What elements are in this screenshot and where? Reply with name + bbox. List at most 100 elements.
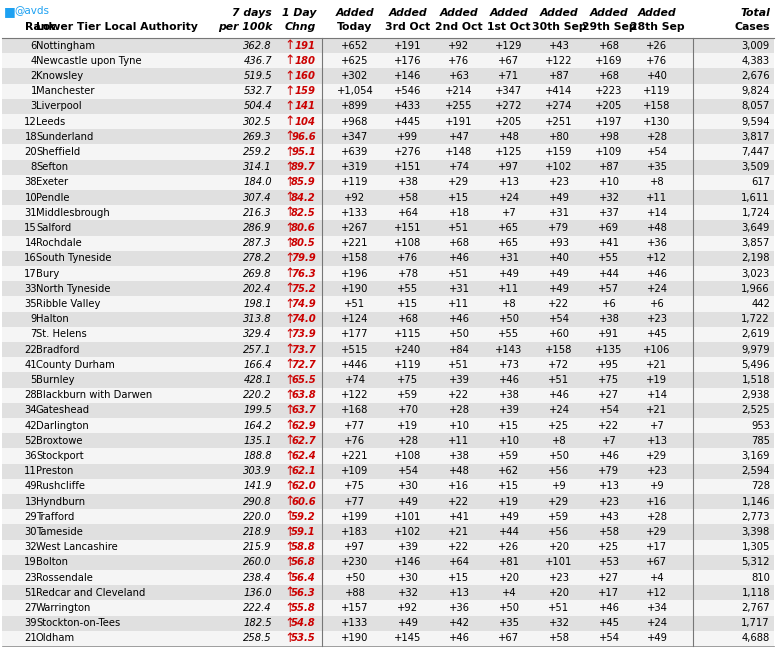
Text: +133: +133 <box>341 618 369 628</box>
Text: Trafford: Trafford <box>36 512 74 522</box>
Text: 3,398: 3,398 <box>742 527 770 537</box>
Text: 62.9: 62.9 <box>291 421 316 430</box>
Text: +10: +10 <box>598 177 619 187</box>
Text: +15: +15 <box>397 299 418 309</box>
Text: Cases: Cases <box>735 22 770 32</box>
Text: +78: +78 <box>397 269 418 278</box>
Text: +143: +143 <box>495 345 522 355</box>
Text: ↑: ↑ <box>285 145 295 158</box>
Bar <box>2 403 774 418</box>
Text: ↑: ↑ <box>285 206 295 219</box>
Text: ↑: ↑ <box>285 495 295 508</box>
Text: 30th Sep: 30th Sep <box>532 22 587 32</box>
Text: +17: +17 <box>598 588 619 598</box>
Text: +16: +16 <box>449 481 469 492</box>
Text: +79: +79 <box>549 223 570 233</box>
Text: +276: +276 <box>394 147 421 157</box>
Text: +13: +13 <box>498 177 519 187</box>
Text: +157: +157 <box>341 603 369 613</box>
Text: +67: +67 <box>498 56 520 66</box>
Text: +88: +88 <box>345 588 365 598</box>
Text: 51: 51 <box>24 588 37 598</box>
Text: Hyndburn: Hyndburn <box>36 497 85 507</box>
Text: 290.8: 290.8 <box>244 497 272 507</box>
Text: 14: 14 <box>24 238 37 248</box>
Text: 260.0: 260.0 <box>244 557 272 567</box>
Text: ↑: ↑ <box>285 237 295 250</box>
Text: +69: +69 <box>598 223 619 233</box>
Text: ↑: ↑ <box>285 267 295 280</box>
Text: 29th Sep: 29th Sep <box>582 22 636 32</box>
Text: 8: 8 <box>31 162 37 172</box>
Text: +51: +51 <box>549 603 570 613</box>
Bar <box>2 600 774 615</box>
Text: 62.7: 62.7 <box>291 436 316 446</box>
Text: +28: +28 <box>646 132 667 141</box>
Text: 10: 10 <box>24 192 37 203</box>
Text: +76: +76 <box>449 56 469 66</box>
Text: +17: +17 <box>646 542 667 552</box>
Text: 3: 3 <box>31 102 37 111</box>
Text: +48: +48 <box>449 466 469 476</box>
Text: +29: +29 <box>449 177 469 187</box>
Text: St. Helens: St. Helens <box>36 329 87 340</box>
Text: +221: +221 <box>341 451 369 461</box>
Text: +47: +47 <box>449 132 469 141</box>
Text: West Lancashire: West Lancashire <box>36 542 118 552</box>
Text: 31: 31 <box>24 208 37 218</box>
Text: +51: +51 <box>449 360 469 370</box>
Text: +446: +446 <box>341 360 369 370</box>
Text: +168: +168 <box>341 406 369 415</box>
Text: 89.7: 89.7 <box>291 162 316 172</box>
Text: +57: +57 <box>598 284 619 294</box>
Bar <box>2 464 774 479</box>
Text: +24: +24 <box>646 618 667 628</box>
Text: +49: +49 <box>646 633 667 644</box>
Text: +71: +71 <box>498 71 520 81</box>
Text: 73.7: 73.7 <box>291 345 316 355</box>
Text: +97: +97 <box>345 542 365 552</box>
Text: +14: +14 <box>646 208 667 218</box>
Text: ↑: ↑ <box>285 434 295 447</box>
Text: +251: +251 <box>546 117 573 126</box>
Text: ↑: ↑ <box>285 389 295 402</box>
Text: +53: +53 <box>598 557 619 567</box>
Text: 160: 160 <box>295 71 316 81</box>
Text: +29: +29 <box>549 497 570 507</box>
Text: 3rd Oct: 3rd Oct <box>386 22 431 32</box>
Bar <box>2 68 774 83</box>
Text: 238.4: 238.4 <box>244 572 272 583</box>
Bar <box>2 357 774 372</box>
Text: Nottingham: Nottingham <box>36 40 95 51</box>
Text: +92: +92 <box>345 192 365 203</box>
Text: 202.4: 202.4 <box>244 284 272 294</box>
Text: 49: 49 <box>24 481 37 492</box>
Text: 1 Day: 1 Day <box>282 8 316 18</box>
Text: +19: +19 <box>397 421 418 430</box>
Text: Salford: Salford <box>36 223 71 233</box>
Text: ■: ■ <box>4 5 16 18</box>
Text: ↑: ↑ <box>285 359 295 371</box>
Text: +119: +119 <box>341 177 369 187</box>
Text: 1,717: 1,717 <box>741 618 770 628</box>
Text: +22: +22 <box>449 390 469 400</box>
Text: +8: +8 <box>552 436 566 446</box>
Bar <box>2 312 774 327</box>
Text: 188.8: 188.8 <box>244 451 272 461</box>
Text: +197: +197 <box>595 117 623 126</box>
Text: +46: +46 <box>449 254 469 263</box>
Text: 4: 4 <box>31 56 37 66</box>
Text: +15: +15 <box>498 481 520 492</box>
Text: +26: +26 <box>498 542 520 552</box>
Text: +58: +58 <box>549 633 570 644</box>
Text: 1,305: 1,305 <box>742 542 770 552</box>
Text: South Tyneside: South Tyneside <box>36 254 112 263</box>
Text: +29: +29 <box>646 451 667 461</box>
Text: 810: 810 <box>751 572 770 583</box>
Text: +148: +148 <box>445 147 473 157</box>
Text: +135: +135 <box>595 345 622 355</box>
Text: Manchester: Manchester <box>36 86 95 96</box>
Text: 2,676: 2,676 <box>741 71 770 81</box>
Text: 220.0: 220.0 <box>244 512 272 522</box>
Text: +77: +77 <box>345 421 365 430</box>
